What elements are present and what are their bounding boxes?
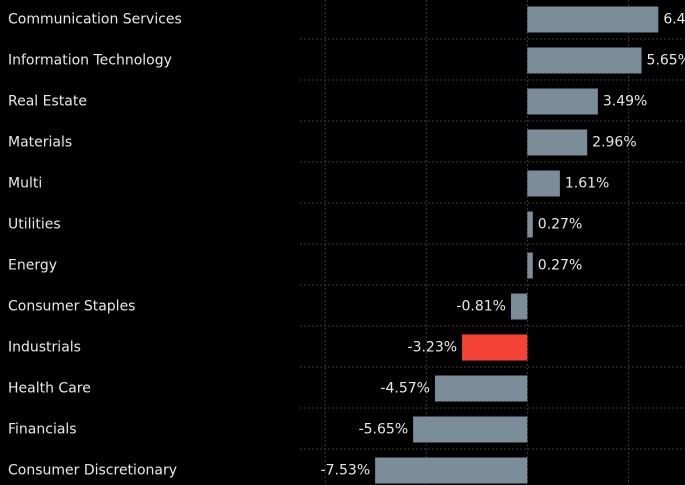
value-label: 5.65% xyxy=(647,53,685,69)
bar xyxy=(527,129,588,156)
category-label: Health Care xyxy=(8,381,91,397)
value-label: -4.57% xyxy=(380,381,430,397)
value-label: 1.61% xyxy=(565,176,609,192)
bar xyxy=(527,211,533,238)
bar xyxy=(375,457,528,484)
bar xyxy=(527,252,533,279)
bar xyxy=(510,293,528,320)
category-label: Materials xyxy=(8,135,72,151)
bar xyxy=(462,334,528,361)
bar xyxy=(527,170,560,197)
category-label: Consumer Staples xyxy=(8,299,135,315)
value-label: -5.65% xyxy=(359,422,409,438)
category-label: Financials xyxy=(8,422,77,438)
category-label: Multi xyxy=(8,176,42,192)
value-label: 0.27% xyxy=(538,258,582,274)
bar xyxy=(413,416,528,443)
category-label: Information Technology xyxy=(8,53,172,69)
value-label: -0.81% xyxy=(456,299,506,315)
bar xyxy=(527,47,642,74)
category-label: Communication Services xyxy=(8,12,182,28)
value-label: -3.23% xyxy=(408,340,458,356)
value-label: 3.49% xyxy=(603,94,647,110)
value-label: 2.96% xyxy=(592,135,636,151)
value-label: 0.27% xyxy=(538,217,582,233)
category-label: Real Estate xyxy=(8,94,87,110)
value-label: 6.48% xyxy=(663,12,685,28)
bar xyxy=(527,6,659,33)
bar xyxy=(434,375,528,402)
category-label: Utilities xyxy=(8,217,61,233)
value-label: -7.53% xyxy=(321,463,371,479)
category-label: Energy xyxy=(8,258,57,274)
bar xyxy=(527,88,598,115)
category-label: Industrials xyxy=(8,340,81,356)
category-label: Consumer Discretionary xyxy=(8,463,177,479)
